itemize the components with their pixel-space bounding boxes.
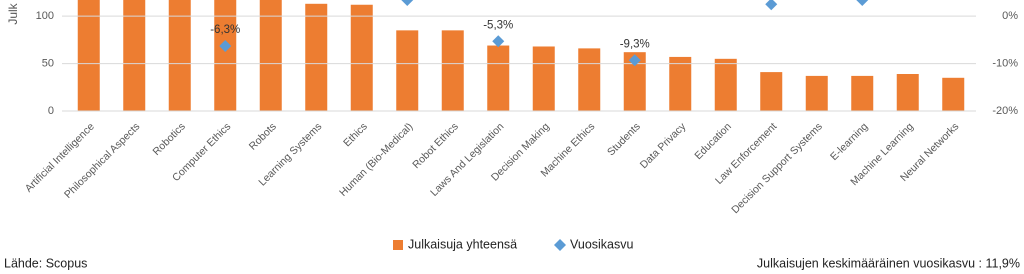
bar — [214, 0, 237, 111]
x-tick-label: Decision Support Systems — [729, 121, 825, 217]
x-tick-label: Robots — [247, 121, 279, 153]
bar — [532, 46, 555, 111]
bar — [669, 56, 692, 111]
bar — [805, 75, 828, 111]
diamond-marker — [628, 54, 641, 67]
bar — [77, 0, 100, 111]
x-tick-label: Robot Ethics — [410, 121, 461, 172]
x-tick-label: E-learning — [828, 120, 870, 162]
note: Julkaisujen keskimääräinen vuosikasvu : … — [757, 256, 1020, 270]
plot-area — [77, 0, 965, 111]
bar — [760, 72, 783, 111]
bar — [851, 75, 874, 111]
x-tick-label: Robotics — [150, 121, 187, 158]
bar — [259, 0, 282, 111]
x-tick-label: Ethics — [341, 121, 370, 150]
data-label: -6,3% — [210, 24, 240, 36]
bar — [942, 77, 965, 111]
diamond-marker — [492, 35, 505, 48]
diamond-marker — [765, 0, 778, 11]
data-label: -5,3% — [483, 19, 513, 31]
data-label: -9,3% — [620, 38, 650, 50]
x-tick-label: Data Privacy — [638, 120, 689, 171]
y2-tick-label: -10% — [992, 57, 1018, 69]
diamond-marker — [856, 0, 869, 6]
bar — [305, 3, 328, 111]
y-tick-label: 0 — [48, 105, 54, 117]
bar — [623, 52, 646, 111]
bar — [578, 48, 601, 111]
y-tick-label: 100 — [36, 10, 54, 22]
bar — [123, 0, 146, 111]
bar — [396, 30, 419, 111]
y-axis-label: Julk — [6, 2, 20, 24]
x-tick-label: Education — [692, 120, 734, 162]
legend-marker — [554, 239, 566, 251]
diamond-marker — [219, 40, 232, 53]
legend-label: Vuosikasvu — [570, 237, 634, 251]
y2-tick-label: 0% — [1002, 10, 1018, 22]
bar — [896, 74, 919, 111]
y-tick-label: 50 — [42, 57, 54, 69]
y2-tick-label: -20% — [992, 105, 1018, 117]
x-tick-label: Students — [605, 121, 643, 159]
legend-marker — [393, 240, 403, 250]
x-tick-label: Philosophical Aspects — [62, 121, 142, 201]
bar — [441, 30, 464, 111]
source: Lähde: Scopus — [4, 256, 87, 270]
bar — [168, 0, 191, 111]
bar — [350, 4, 373, 111]
bar — [487, 45, 510, 111]
bar — [714, 58, 737, 111]
diamond-marker — [401, 0, 414, 6]
legend-label: Julkaisuja yhteensä — [408, 237, 517, 251]
